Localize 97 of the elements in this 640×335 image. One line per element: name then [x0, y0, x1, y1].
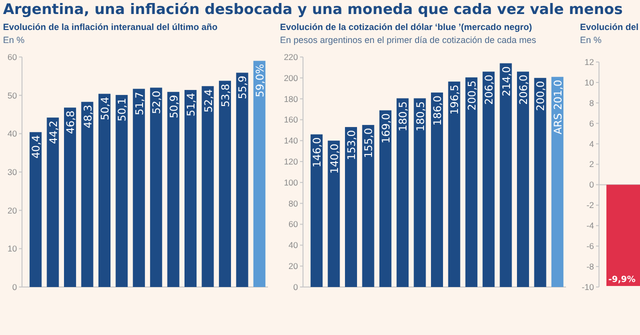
- data-label: 50,4: [99, 96, 112, 120]
- bar: [516, 72, 530, 287]
- y-tick-label: 6: [589, 118, 594, 128]
- y-tick-label: 200: [284, 72, 298, 83]
- data-label: 48,3: [82, 104, 94, 128]
- bar: [218, 80, 231, 287]
- bar: [116, 94, 128, 287]
- data-label: 51,7: [134, 92, 146, 116]
- bar: [236, 72, 248, 287]
- data-label: 52,0: [151, 90, 164, 114]
- bar: [81, 102, 94, 287]
- data-label: 44,2: [48, 120, 60, 144]
- y-axis-title: En pesos argentinos en el primer día de cotización de cada mes: [280, 35, 537, 45]
- data-label: 214,0: [500, 66, 513, 96]
- data-label: 40,4: [30, 134, 43, 159]
- data-label: 200,5: [466, 80, 478, 110]
- y-tick-label: 20: [8, 205, 18, 216]
- data-label: -9,9%: [608, 274, 636, 285]
- bar: [46, 118, 59, 287]
- data-label: 50,1: [116, 98, 129, 122]
- y-tick-label: -4: [586, 220, 594, 231]
- y-tick-label: 160: [284, 114, 298, 125]
- data-label: ARS 201,0: [552, 80, 564, 134]
- y-tick-label: 0: [12, 282, 18, 292]
- y-tick-label: 8: [589, 98, 594, 108]
- bar: [344, 127, 358, 287]
- data-label: 146,0: [312, 137, 324, 168]
- bar: [167, 92, 180, 287]
- data-label: 196,5: [449, 84, 462, 115]
- y-tick-label: 220: [284, 52, 298, 62]
- y-tick-label: 40: [8, 128, 18, 139]
- bar: [414, 98, 426, 287]
- y-tick-label: 120: [284, 156, 298, 167]
- data-label: 153,0: [346, 130, 358, 160]
- bar: [328, 140, 340, 287]
- y-tick-label: 80: [288, 198, 298, 208]
- bar: [448, 82, 460, 287]
- bar: [500, 63, 512, 287]
- bar: [310, 134, 323, 287]
- bar: [465, 77, 478, 287]
- bar: [98, 94, 110, 287]
- data-label: 186,0: [432, 96, 444, 126]
- y-tick-label: 100: [284, 177, 298, 188]
- y-tick-label: 180: [284, 94, 298, 104]
- y-tick-label: 0: [589, 180, 594, 190]
- y-tick-label: 4: [589, 138, 594, 149]
- y-tick-label: 50: [8, 90, 18, 100]
- data-label: 51,4: [186, 92, 198, 116]
- y-tick-label: 2: [589, 159, 594, 170]
- y-tick-label: 20: [288, 261, 298, 272]
- y-tick-label: 10: [8, 244, 18, 254]
- y-axis-title: En %: [3, 35, 25, 45]
- data-label: 206,0: [518, 74, 530, 105]
- bar: [534, 78, 546, 287]
- bar: [184, 90, 197, 287]
- bar: [379, 110, 392, 287]
- text: Argentina, una inflación desbocada y una moneda que cada vez vale menos: [3, 2, 623, 18]
- chart-title: Evolución de la cotización del dólar ‘blue ’(mercado negro): [280, 22, 532, 32]
- data-label: 46,8: [65, 110, 78, 134]
- y-tick-label: -8: [586, 262, 594, 272]
- data-label: 169,0: [380, 113, 392, 144]
- y-tick-label: -2: [586, 200, 594, 210]
- y-tick-label: 10: [584, 77, 594, 88]
- data-label: 55,9: [237, 76, 250, 100]
- chart-title: Evolución del: [580, 22, 639, 32]
- bar: [396, 98, 409, 287]
- bar: [551, 76, 564, 287]
- y-tick-label: 0: [293, 282, 298, 292]
- y-tick-label: 140: [284, 136, 298, 146]
- bar: [150, 88, 162, 287]
- bar: [482, 72, 495, 287]
- data-label: 180,5: [398, 101, 410, 132]
- data-label: 59,0%: [254, 64, 266, 98]
- data-label: 180,5: [414, 101, 427, 132]
- bar: [253, 60, 266, 287]
- y-axis-title: En %: [580, 35, 602, 45]
- data-label: 140,0: [328, 144, 341, 174]
- bar: [430, 92, 444, 287]
- data-label: 200,0: [535, 80, 548, 111]
- y-tick-label: 60: [8, 52, 18, 62]
- bar: [64, 108, 76, 287]
- bar: [132, 88, 145, 287]
- y-tick-label: 40: [288, 240, 298, 250]
- data-label: 53,8: [220, 84, 232, 108]
- y-tick-label: 60: [288, 219, 298, 230]
- y-tick-label: 12: [584, 56, 594, 67]
- data-label: 52,4: [202, 88, 215, 113]
- bar: [202, 86, 214, 287]
- data-label: 206,0: [484, 74, 496, 105]
- y-tick-label: -10: [582, 282, 594, 292]
- data-label: 50,9: [168, 94, 180, 118]
- data-label: 155,0: [363, 128, 376, 158]
- bar: [362, 124, 374, 287]
- chart-subtitle: Evolución de la inflación interanual del último año: [3, 22, 218, 32]
- bar: [30, 132, 42, 287]
- y-tick-label: 30: [8, 166, 18, 177]
- y-tick-label: -6: [586, 241, 594, 252]
